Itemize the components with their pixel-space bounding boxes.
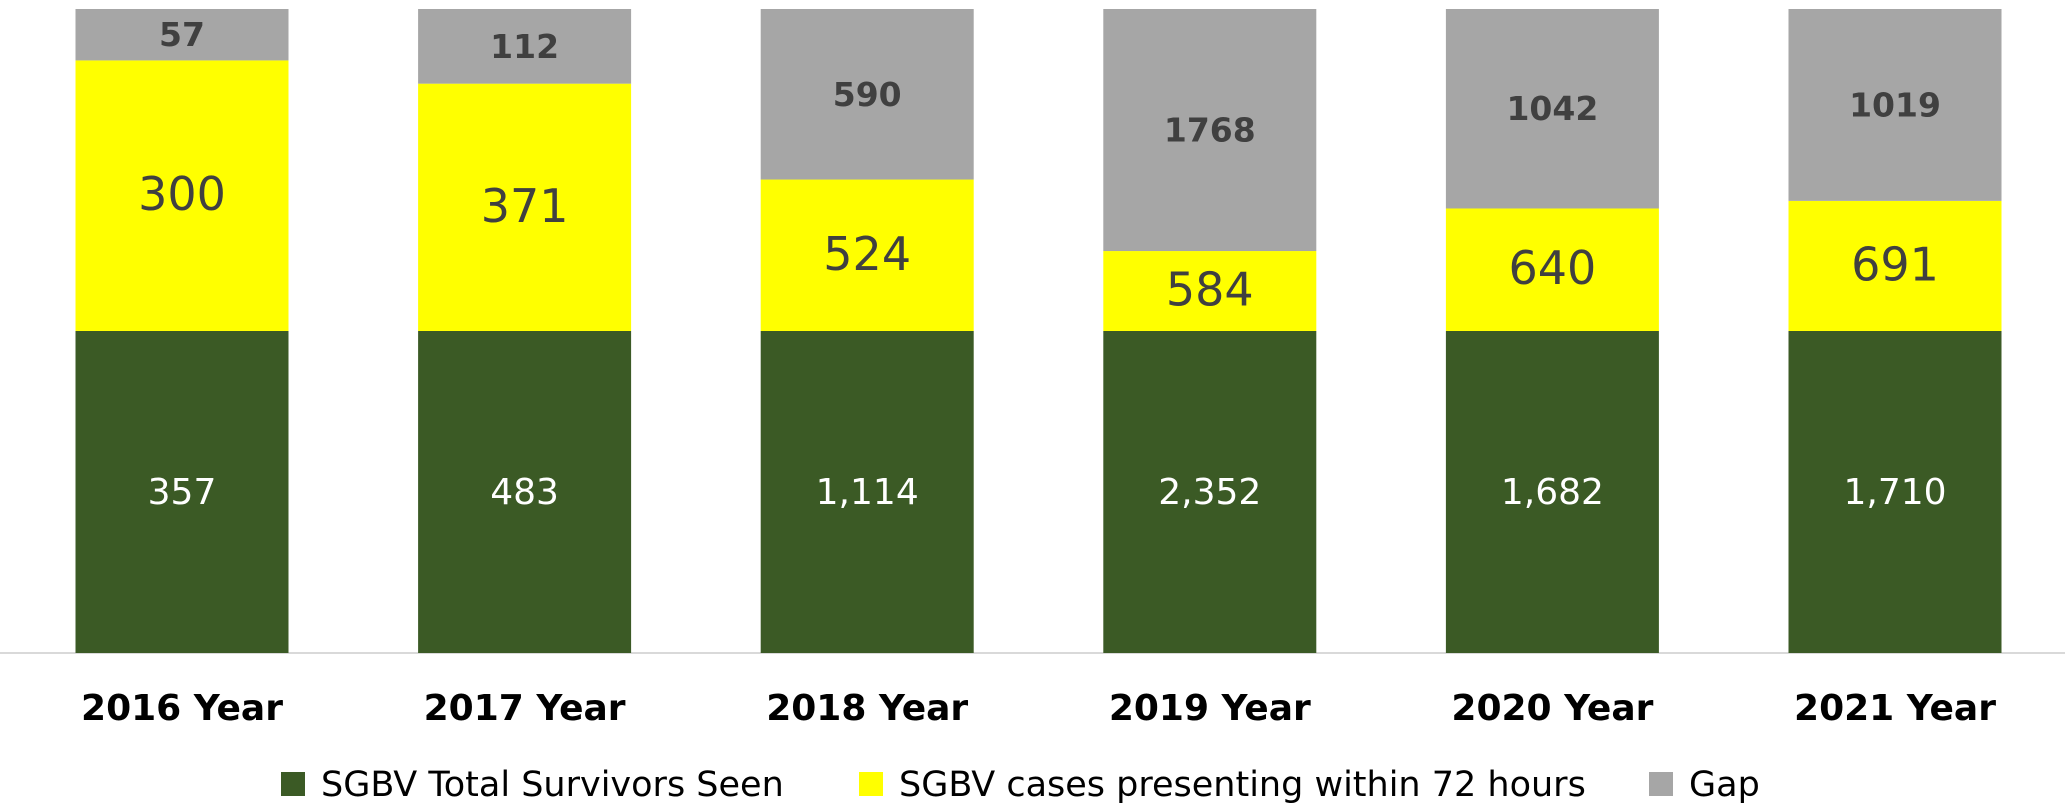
bar-segment [760,331,974,653]
legend-label: SGBV Total Survivors Seen [321,765,784,805]
data-label: 371 [481,179,569,233]
bar-segment [1788,200,2002,331]
data-label: 640 [1508,241,1596,295]
legend-swatch [859,772,883,796]
bar-segment [1788,331,2002,653]
data-label: 1042 [1506,89,1598,128]
data-label: 1768 [1164,111,1256,150]
legend-label: Gap [1689,765,1760,805]
bar-segment [1103,251,1317,331]
data-label: 300 [138,167,226,221]
bar-segment [1103,9,1317,252]
data-label: 590 [833,75,902,114]
data-label: 1,682 [1501,472,1604,513]
bar-segment [1103,331,1317,653]
x-tick-label: 2016 Year [81,688,283,729]
legend-label: SGBV cases presenting within 72 hours [899,765,1586,805]
bar-segment [1788,9,2002,201]
bar-segment [75,60,289,331]
bar-segment [1445,208,1659,331]
bar-segment [760,9,974,180]
legend-swatch [281,772,305,796]
data-label: 2,352 [1158,472,1261,513]
data-label: 524 [823,227,911,281]
data-label: 584 [1166,263,1254,317]
x-tick-label: 2017 Year [424,688,626,729]
x-tick-label: 2021 Year [1794,688,1996,729]
bar-segment [1445,9,1659,209]
bar-segment [75,9,289,61]
data-label: 1019 [1849,85,1941,124]
x-tick-label: 2020 Year [1451,688,1653,729]
data-label: 112 [490,27,559,66]
data-label: 357 [148,472,217,513]
bar-segment [1445,331,1659,653]
data-label: 1,710 [1843,472,1946,513]
bar-segment [418,9,632,84]
data-label: 1,114 [816,472,919,513]
data-label: 691 [1851,237,1939,291]
x-tick-label: 2019 Year [1109,688,1311,729]
bar-segment [760,179,974,331]
bar-segment [418,331,632,653]
bar-segment [75,331,289,653]
bar-segment [418,83,632,332]
legend-swatch [1649,772,1673,796]
data-label: 57 [159,15,205,54]
data-label: 483 [490,472,559,513]
x-tick-label: 2018 Year [766,688,968,729]
